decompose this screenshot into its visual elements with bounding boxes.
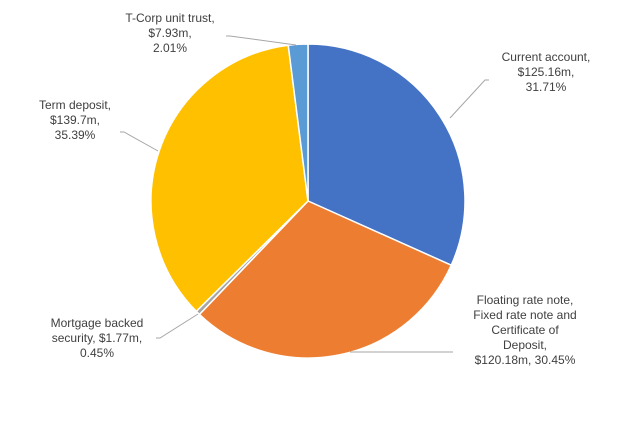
pie-slice-current-account (307, 43, 466, 267)
data-label-line: Fixed rate note and (473, 308, 576, 322)
data-label-line: 31.71% (526, 80, 567, 94)
pie-slice-term-deposit (150, 44, 309, 313)
data-label-line: Deposit, (503, 338, 547, 352)
data-label-line: 0.45% (80, 346, 114, 360)
leader-line-current-account (449, 79, 489, 119)
data-label-line: T-Corp unit trust, (125, 11, 214, 25)
data-label-line: 2.01% (153, 41, 187, 55)
data-label-t-corp-unit-trust: T-Corp unit trust, $7.93m, 2.01% (125, 11, 214, 55)
pie-slice-floating-rate-note-fixed-rate-note-and-certificate-of-deposit (198, 200, 453, 359)
slice-labels: Current account, $125.16m, 31.71% Floating … (39, 11, 590, 367)
leader-line-term-deposit (120, 131, 159, 152)
data-label-line: 35.39% (55, 128, 96, 142)
data-label-line: Certificate of (491, 323, 559, 337)
data-label-line: $7.93m, (148, 26, 191, 40)
data-label-line: $120.18m, 30.45% (475, 353, 576, 367)
leader-line-mortgage-backed-security (156, 313, 199, 339)
leader-lines (120, 35, 489, 353)
data-label-current-account: Current account, $125.16m, 31.71% (502, 50, 591, 94)
data-label-line: Mortgage backed (51, 316, 144, 330)
data-label-line: $139.7m, (50, 113, 100, 127)
data-label-term-deposit: Term deposit, $139.7m, 35.39% (39, 98, 111, 142)
pie-slice-t-corp-unit-trust (287, 43, 309, 202)
data-label-line: Floating rate note, (477, 293, 574, 307)
leader-line-t-corp-unit-trust (226, 35, 297, 46)
data-label-line: security, $1.77m, (52, 331, 142, 345)
data-label-line: Current account, (502, 50, 591, 64)
data-label-line: Term deposit, (39, 98, 111, 112)
data-label-mortgage-backed-security: Mortgage backed security, $1.77m, 0.45% (51, 316, 144, 360)
data-label-floating-rate-note-fixed-rate-note-and-certificate-of-deposit: Floating rate note, Fixed rate note and Ce… (473, 293, 576, 367)
data-label-line: $125.16m, (518, 65, 575, 79)
pie-slices (150, 43, 466, 359)
